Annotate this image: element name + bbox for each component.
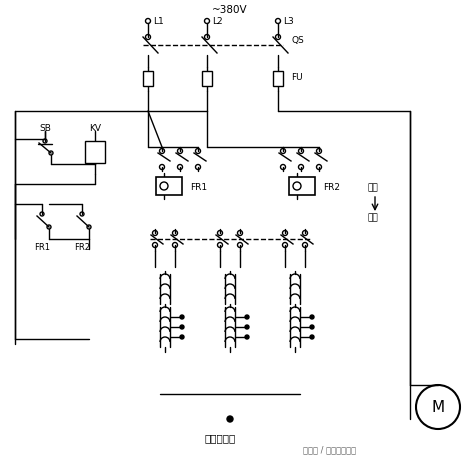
Circle shape <box>310 315 314 319</box>
Circle shape <box>180 335 184 339</box>
Text: FR1: FR1 <box>34 243 50 252</box>
Text: ~380V: ~380V <box>212 5 248 15</box>
Text: SB: SB <box>39 123 51 132</box>
Circle shape <box>245 325 249 329</box>
Text: L3: L3 <box>283 16 294 25</box>
Bar <box>273 72 283 87</box>
Bar <box>156 177 182 196</box>
Circle shape <box>245 335 249 339</box>
Circle shape <box>227 416 233 422</box>
Text: FR2: FR2 <box>74 243 90 252</box>
Circle shape <box>180 315 184 319</box>
Text: M: M <box>431 399 445 415</box>
Circle shape <box>310 325 314 329</box>
Text: L1: L1 <box>153 16 164 25</box>
Text: KV: KV <box>89 123 101 132</box>
Text: FR2: FR2 <box>323 182 340 191</box>
Text: 自耦变压器: 自耦变压器 <box>204 432 236 442</box>
Circle shape <box>310 335 314 339</box>
Text: QS: QS <box>292 35 305 45</box>
Text: FR1: FR1 <box>190 182 207 191</box>
Bar <box>289 177 315 196</box>
Circle shape <box>180 325 184 329</box>
Text: FU: FU <box>291 72 302 81</box>
Circle shape <box>245 315 249 319</box>
Text: L2: L2 <box>212 16 223 25</box>
Text: 运行: 运行 <box>368 183 379 192</box>
Bar <box>143 72 153 87</box>
Bar <box>202 72 212 87</box>
Bar <box>85 142 105 164</box>
Text: 头条号 / 全球电气资源: 头条号 / 全球电气资源 <box>303 445 356 454</box>
Text: 启动: 启动 <box>368 213 379 222</box>
